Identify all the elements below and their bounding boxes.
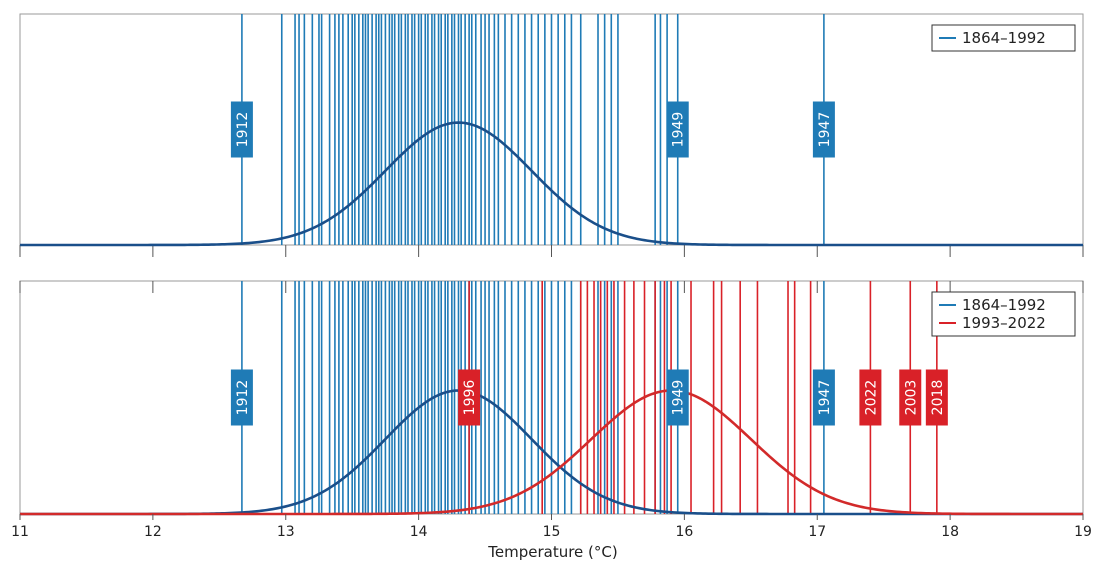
density-curve (20, 389, 1083, 516)
year-flag-label: 1947 (817, 380, 833, 416)
year-flag (899, 369, 922, 426)
panel-top: 1912 1949 1947 1864–1992 (19, 13, 1084, 257)
year-flag (812, 101, 835, 158)
year-flag (458, 369, 481, 426)
year-flag (666, 369, 689, 426)
x-axis: 11 12 13 14 15 16 17 18 19 (11, 514, 1092, 540)
x-tick-label: 18 (941, 524, 959, 540)
legend: 1864–1992 (931, 24, 1076, 52)
legend-entry: 1864–1992 (962, 296, 1046, 314)
year-flag-label: 1996 (462, 380, 478, 416)
year-flag-label: 2018 (930, 380, 946, 416)
x-tick-label: 19 (1074, 524, 1092, 540)
year-flag-label: 1947 (817, 112, 833, 148)
x-tick-label: 12 (144, 524, 162, 540)
x-tick-label: 17 (808, 524, 826, 540)
year-flag-label: 2022 (863, 380, 879, 416)
year-flag-label: 2003 (903, 380, 919, 416)
x-tick-label: 11 (11, 524, 29, 540)
x-tick-label: 14 (410, 524, 428, 540)
year-flag-label: 1912 (235, 380, 251, 416)
year-flag (666, 101, 689, 158)
year-flag-label: 1912 (235, 112, 251, 148)
year-flag (812, 369, 835, 426)
x-axis-title: Temperature (°C) (487, 543, 617, 561)
density-curve (20, 121, 1083, 247)
year-flag (859, 369, 882, 426)
legend-entry: 1993–2022 (962, 314, 1046, 332)
year-flag-label: 1949 (671, 112, 687, 148)
legend-entry: 1864–1992 (962, 29, 1046, 47)
year-flag-label: 1949 (671, 380, 687, 416)
x-tick-label: 13 (277, 524, 295, 540)
legend-box (931, 291, 1076, 337)
year-flag (230, 369, 253, 426)
x-tick-label: 16 (675, 524, 693, 540)
year-flag (230, 101, 253, 158)
panel-bottom: 1912 1949 1947 1996 2022 2003 2018 1864–1992199… (19, 280, 1084, 516)
x-tick-label: 15 (543, 524, 561, 540)
year-flag (925, 369, 948, 426)
